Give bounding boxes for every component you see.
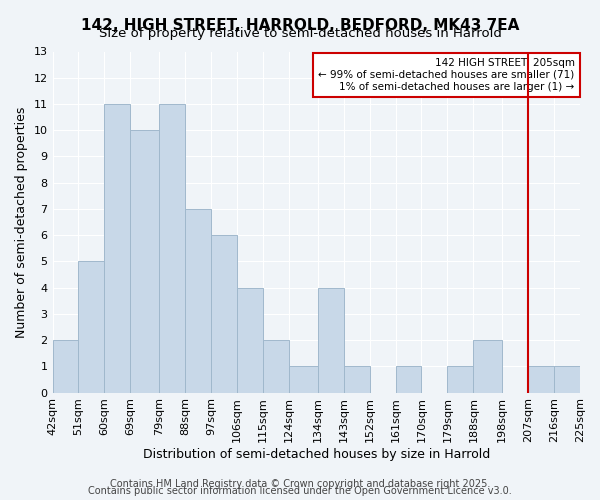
- Text: Size of property relative to semi-detached houses in Harrold: Size of property relative to semi-detach…: [98, 28, 502, 40]
- Bar: [237, 288, 263, 393]
- Bar: [130, 130, 159, 392]
- Text: Contains HM Land Registry data © Crown copyright and database right 2025.: Contains HM Land Registry data © Crown c…: [110, 479, 490, 489]
- Bar: [211, 235, 237, 392]
- Bar: [263, 340, 289, 392]
- Text: 142 HIGH STREET: 205sqm
← 99% of semi-detached houses are smaller (71)
1% of sem: 142 HIGH STREET: 205sqm ← 99% of semi-de…: [319, 58, 575, 92]
- Bar: [289, 366, 318, 392]
- Text: 142, HIGH STREET, HARROLD, BEDFORD, MK43 7EA: 142, HIGH STREET, HARROLD, BEDFORD, MK43…: [81, 18, 519, 32]
- Bar: [318, 288, 344, 393]
- Bar: [53, 340, 79, 392]
- Bar: [395, 366, 421, 392]
- Bar: [185, 209, 211, 392]
- Bar: [528, 366, 554, 392]
- X-axis label: Distribution of semi-detached houses by size in Harrold: Distribution of semi-detached houses by …: [143, 448, 490, 461]
- Y-axis label: Number of semi-detached properties: Number of semi-detached properties: [15, 106, 28, 338]
- Bar: [448, 366, 473, 392]
- Text: Contains public sector information licensed under the Open Government Licence v3: Contains public sector information licen…: [88, 486, 512, 496]
- Bar: [79, 262, 104, 392]
- Bar: [473, 340, 502, 392]
- Bar: [159, 104, 185, 393]
- Bar: [104, 104, 130, 393]
- Bar: [554, 366, 580, 392]
- Bar: [344, 366, 370, 392]
